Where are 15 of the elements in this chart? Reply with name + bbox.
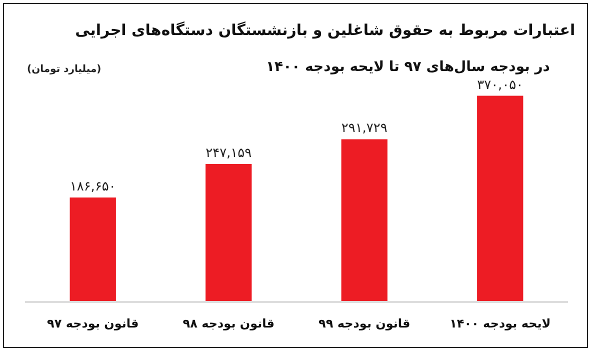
bar <box>206 164 252 301</box>
chart-subtitle: در بودجه سال‌های ۹۷ تا لایحه بودجه ۱۴۰۰ <box>266 59 550 75</box>
x-tick-label: قانون بودجه ۹۹ <box>318 316 410 330</box>
data-label: ۳۷۰,۰۵۰ <box>477 78 524 93</box>
chart-title: اعتبارات مربوط به حقوق شاغلین و بازنشستگان دستگاه‌های اجرایی <box>75 21 576 40</box>
bar <box>477 96 524 301</box>
bar <box>70 198 116 301</box>
x-tick-label: قانون بودجه ۹۸ <box>182 316 275 330</box>
x-tick-label: لایحه بودجه ۱۴۰۰ <box>450 316 551 330</box>
data-label: ۲۴۷,۱۵۹ <box>206 146 252 161</box>
data-label: ۲۹۱,۷۲۹ <box>341 121 388 136</box>
text: (میلیارد تومان) <box>27 64 102 75</box>
data-label: ۱۸۶,۶۵۰ <box>70 180 116 194</box>
bar <box>341 139 388 301</box>
x-tick-label: قانون بودجه ۹۷ <box>46 316 139 330</box>
